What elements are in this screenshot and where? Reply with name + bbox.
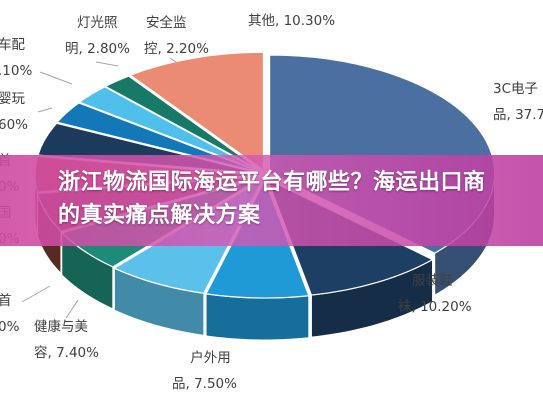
- pie-slice-10: [104, 75, 263, 172]
- pie-depth-group: [34, 172, 496, 341]
- label-security-line2: 控, 2.20%: [144, 41, 209, 57]
- label-apparel-line2: 袜, 10.20%: [398, 299, 472, 315]
- label-left7-line2: 60%: [0, 117, 29, 133]
- leader-lines: [21, 57, 177, 319]
- pie-slice-11: [129, 51, 265, 172]
- leader-line-7: [37, 107, 53, 113]
- label-3c-line1: 3C电子: [493, 81, 539, 97]
- pie-slice-side-2: [205, 293, 310, 341]
- label-health-line2: 容, 7.40%: [34, 345, 99, 361]
- label-apparel-line1: 服装鞋: [412, 273, 453, 289]
- label-3c-electronics: 3C电子 品, 37.7: [493, 76, 543, 128]
- leader-line-4: [21, 285, 51, 303]
- label-left7-line1: 婴玩: [0, 91, 25, 107]
- label-security-line1: 安全监: [146, 15, 187, 31]
- label-left-7: 婴玩 60%: [0, 86, 28, 138]
- label-left8-line1: 车配: [0, 37, 25, 53]
- label-outdoor-line2: 品, 7.50%: [172, 376, 237, 392]
- label-outdoor: 户外用 品, 7.50%: [172, 345, 237, 397]
- label-left-8: 车配 .10%: [0, 32, 32, 84]
- label-lighting-line2: 明, 2.80%: [65, 41, 130, 57]
- label-health-beauty: 健康与美 容, 7.40%: [34, 314, 99, 366]
- leader-line-10: [169, 57, 177, 63]
- label-left4-line2: 0%: [0, 319, 20, 335]
- leader-line-8: [39, 71, 73, 85]
- label-left-4: 首 0%: [0, 288, 19, 340]
- label-lighting: 灯光照 明, 2.80%: [65, 10, 130, 62]
- label-health-line1: 健康与美: [34, 319, 88, 335]
- leader-line-3: [65, 299, 79, 319]
- label-security: 安全监 控, 2.20%: [144, 10, 209, 62]
- label-other-line1: 其他, 10.30%: [248, 13, 336, 29]
- leader-line-9: [95, 61, 119, 67]
- title-banner: 浙江物流国际海运平台有哪些？海运出口商的真实痛点解决方案: [0, 155, 543, 246]
- pie-slice-9: [78, 86, 262, 173]
- label-apparel: 服装鞋 袜, 10.20%: [398, 268, 472, 320]
- label-left8-line2: .10%: [0, 63, 33, 79]
- label-left4-line1: 首: [0, 293, 12, 309]
- label-3c-line2: 品, 37.7: [493, 107, 543, 123]
- label-outdoor-line1: 户外用: [190, 350, 231, 366]
- label-lighting-line1: 灯光照: [77, 15, 118, 31]
- label-other: 其他, 10.30%: [248, 8, 335, 34]
- banner-title: 浙江物流国际海运平台有哪些？海运出口商的真实痛点解决方案: [58, 170, 486, 228]
